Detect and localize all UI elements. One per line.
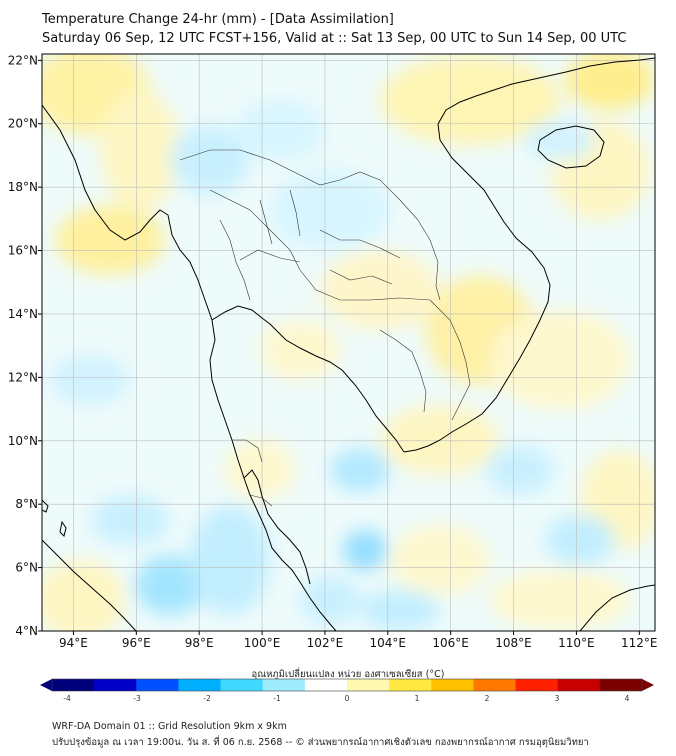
colorbar-tick-label: -2 xyxy=(203,694,211,703)
lat-tick-label: 14°N xyxy=(8,307,38,321)
colorbar-min-arrow xyxy=(40,679,52,691)
lon-tick-label: 96°E xyxy=(122,636,151,650)
footer-update-info: ปรับปรุงข้อมูล ณ เวลา 19:00น. วัน ส. ที่… xyxy=(52,737,589,748)
colorbar-tick-label: -1 xyxy=(273,694,281,703)
colorbar-tick-label: 1 xyxy=(415,694,420,703)
lon-tick-label: 102°E xyxy=(307,636,344,650)
lat-tick-label: 18°N xyxy=(8,180,38,194)
lon-tick-label: 108°E xyxy=(495,636,532,650)
lon-tick-label: 106°E xyxy=(432,636,469,650)
coastlines xyxy=(42,57,655,631)
lon-tick-label: 94°E xyxy=(59,636,88,650)
colorbar-segment xyxy=(557,679,601,691)
lon-tick-label: 98°E xyxy=(185,636,214,650)
map-frame xyxy=(41,53,656,632)
lat-tick-label: 20°N xyxy=(8,117,38,131)
lat-tick-label: 4°N xyxy=(15,624,38,638)
colorbar-segment xyxy=(599,679,643,691)
colorbar-segment xyxy=(304,679,348,691)
colorbar-segment xyxy=(220,679,264,691)
colorbar xyxy=(40,678,654,692)
map-subtitle: Saturday 06 Sep, 12 UTC FCST+156, Valid … xyxy=(42,31,627,46)
graticule xyxy=(42,54,655,631)
lat-tick-label: 6°N xyxy=(15,561,38,575)
lat-tick-label: 10°N xyxy=(8,434,38,448)
colorbar-tick-label: 0 xyxy=(345,694,350,703)
colorbar-segment xyxy=(473,679,517,691)
lat-tick-label: 16°N xyxy=(8,244,38,258)
lon-tick-label: 104°E xyxy=(370,636,407,650)
colorbar-tick-label: -3 xyxy=(133,694,141,703)
colorbar-max-arrow xyxy=(642,679,654,691)
colorbar-frame xyxy=(51,678,643,692)
borders xyxy=(179,149,471,507)
lon-tick-label: 110°E xyxy=(558,636,595,650)
colorbar-segment xyxy=(136,679,179,691)
temperature-field xyxy=(42,54,655,631)
colorbar-tick-label: 2 xyxy=(485,694,490,703)
colorbar-segment xyxy=(94,679,137,691)
lon-tick-label: 112°E xyxy=(621,636,658,650)
colorbar-segment xyxy=(262,679,306,691)
colorbar-segment xyxy=(389,679,432,691)
colorbar-label: อุณหภูมิเปลี่ยนแปลง หน่วย องศาเซลเซียส (… xyxy=(252,667,445,680)
footer-domain-info: WRF-DA Domain 01 :: Grid Resolution 9km … xyxy=(52,721,287,732)
colorbar-tick-label: 3 xyxy=(555,694,560,703)
colorbar-segment xyxy=(515,679,559,691)
colorbar-segment xyxy=(347,679,390,691)
lat-tick-label: 8°N xyxy=(15,497,38,511)
colorbar-segment xyxy=(431,679,474,691)
lat-tick-label: 22°N xyxy=(8,53,38,67)
map-title: Temperature Change 24-hr (mm) - [Data As… xyxy=(42,12,394,27)
colorbar-tick-label: 4 xyxy=(625,694,630,703)
colorbar-tick-label: -4 xyxy=(63,694,71,703)
lat-tick-label: 12°N xyxy=(8,370,38,384)
colorbar-segment xyxy=(178,679,222,691)
lon-tick-label: 100°E xyxy=(244,636,281,650)
colorbar-segment xyxy=(52,679,95,691)
